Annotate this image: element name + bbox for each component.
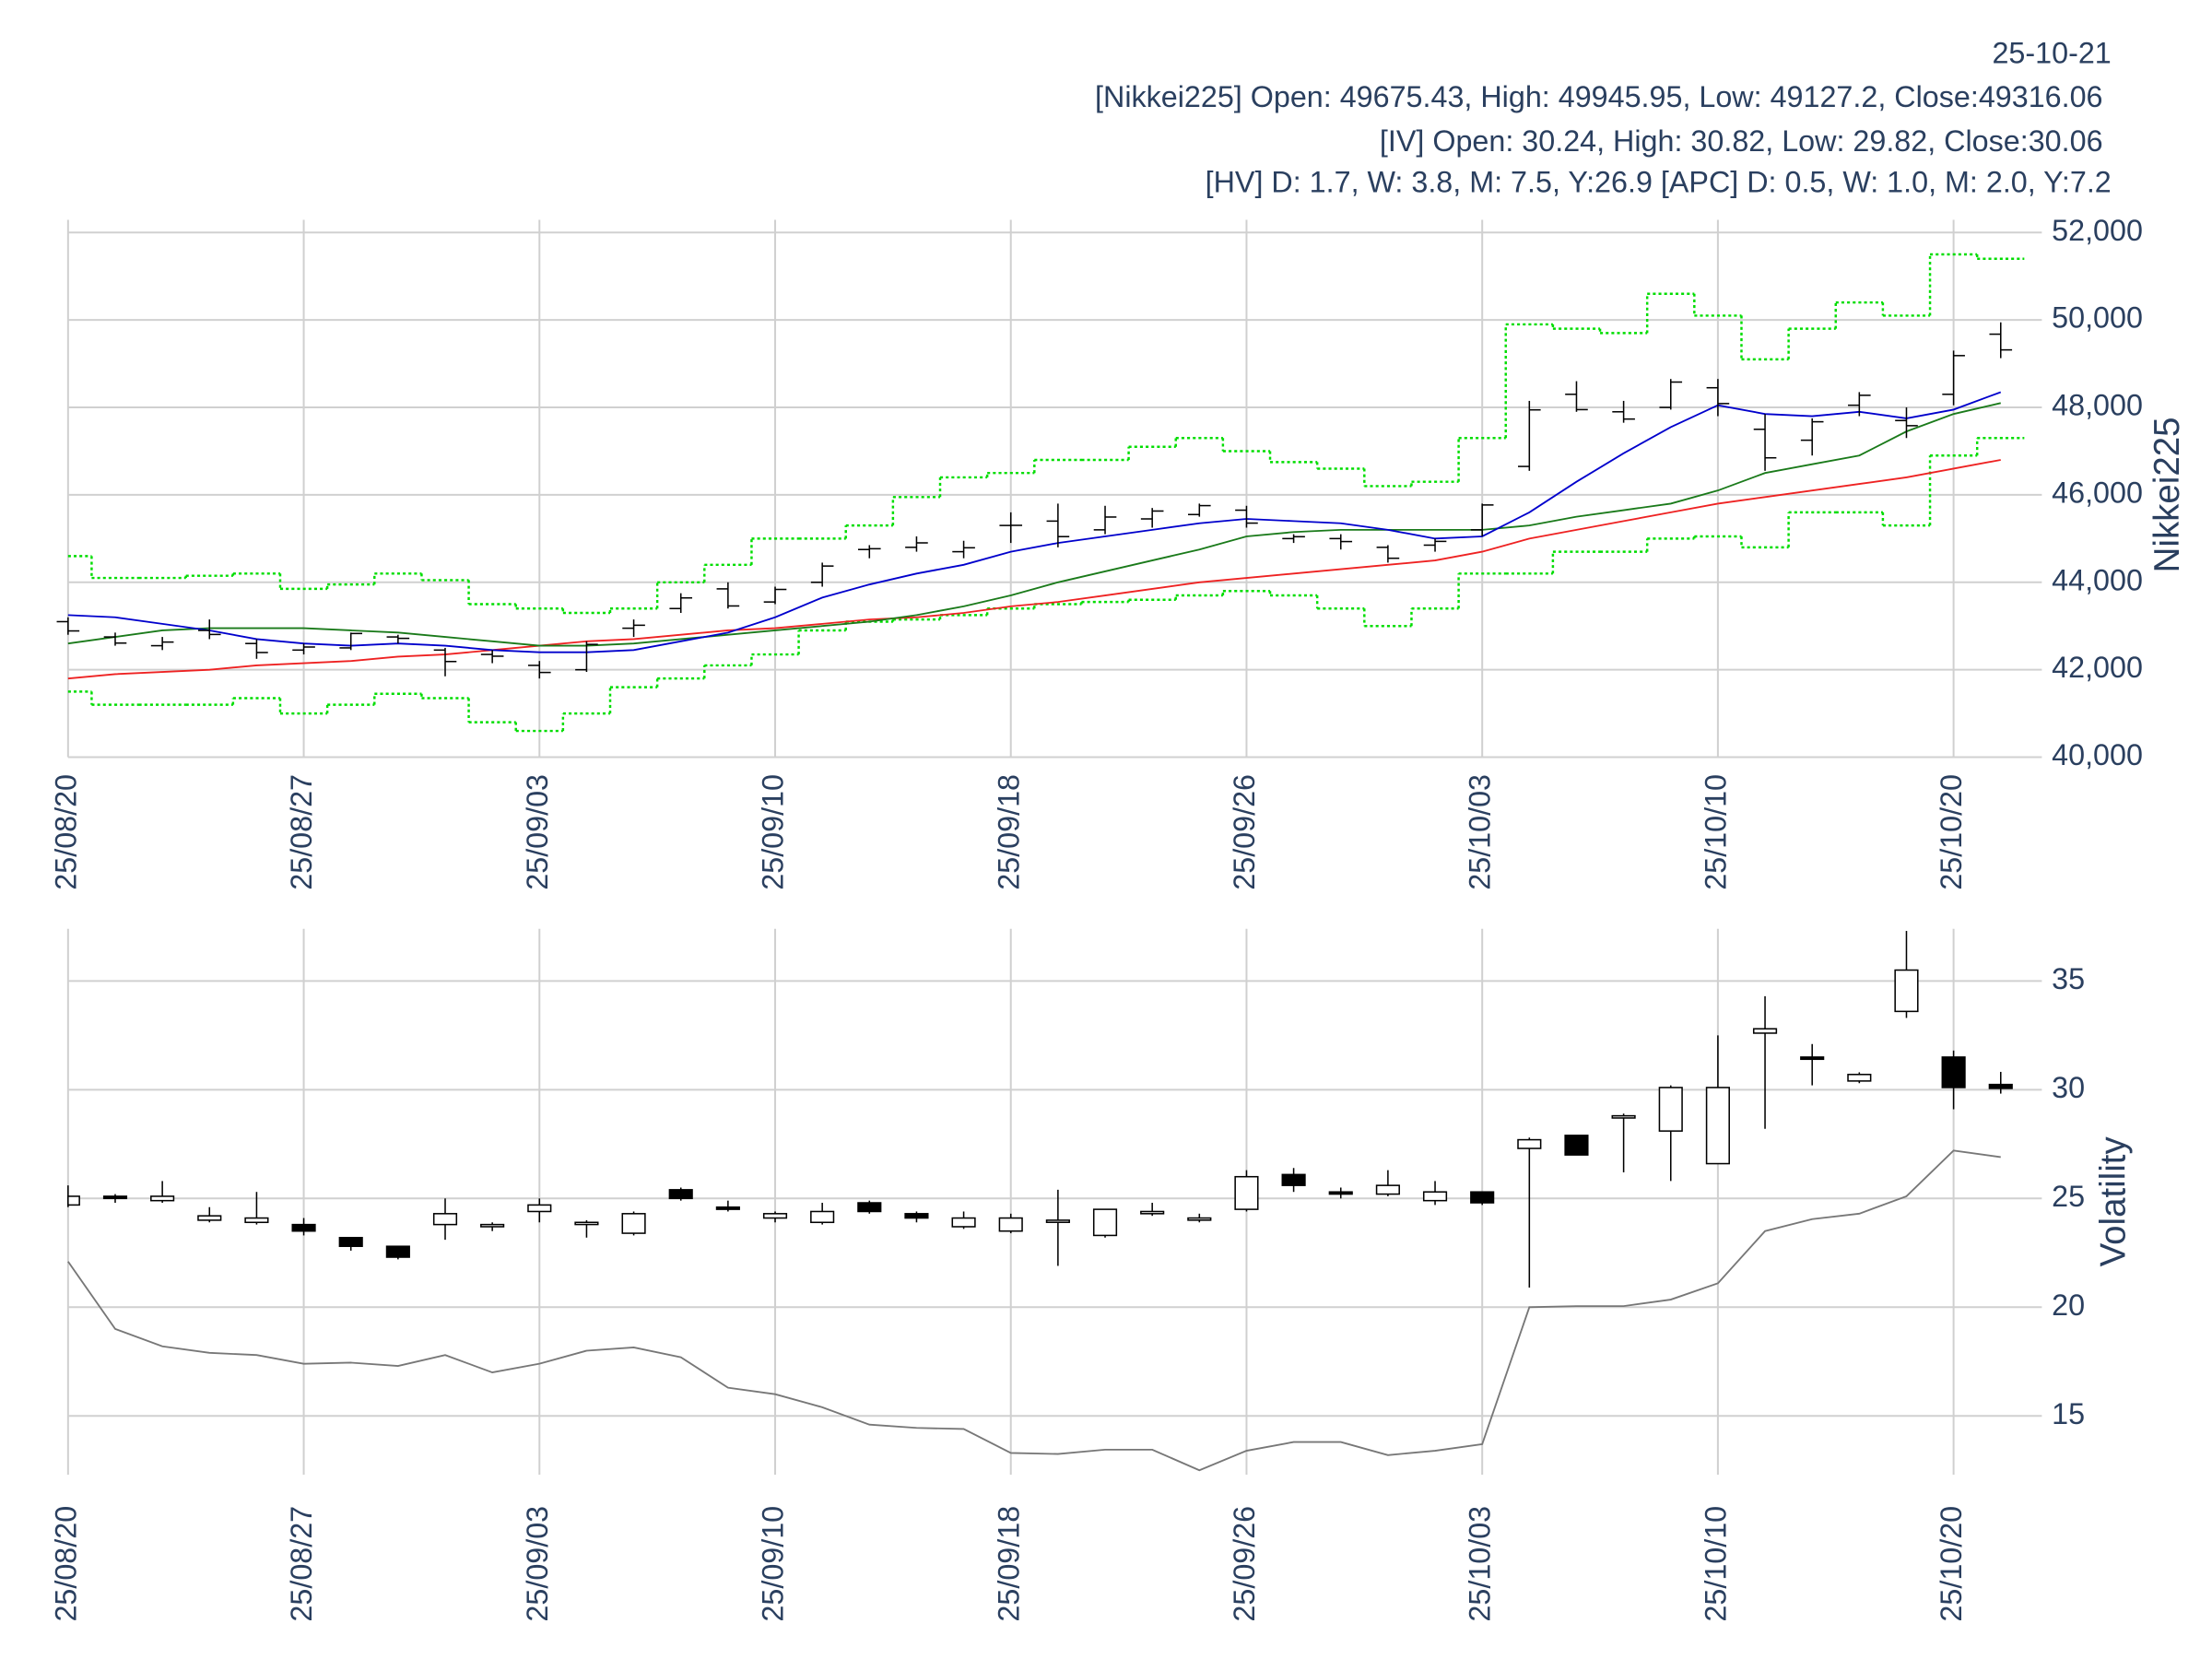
candle-body xyxy=(291,1223,316,1232)
line-series xyxy=(67,402,2001,647)
header-nikkei: [Nikkei225] Open: 49675.43, High: 49945.… xyxy=(1095,80,2103,113)
candle-body xyxy=(1564,1135,1589,1156)
x-tick-label: 25/09/03 xyxy=(521,1506,554,1622)
candle-body xyxy=(67,1195,80,1206)
candle-body xyxy=(998,1217,1023,1232)
candle-body xyxy=(810,1210,835,1224)
candle-body xyxy=(1092,1208,1118,1237)
candle-body xyxy=(1658,1087,1683,1132)
candle-body xyxy=(1422,1191,1448,1202)
candle-body xyxy=(1941,1056,1966,1088)
candle-body xyxy=(338,1237,363,1247)
y-tick-label: 30 xyxy=(2052,1071,2085,1104)
x-tick-label: 25/10/10 xyxy=(1699,774,1732,890)
y-axis-title: Nikkei225 xyxy=(2147,417,2187,572)
line-series xyxy=(67,1149,2001,1472)
y-tick-label: 50,000 xyxy=(2052,301,2143,335)
candle-body xyxy=(1517,1138,1542,1149)
x-tick-label: 25/08/20 xyxy=(49,1506,82,1622)
candle-body xyxy=(1752,1028,1778,1034)
candle-body xyxy=(1611,1114,1636,1119)
y-tick-label: 46,000 xyxy=(2052,476,2143,509)
candle-body xyxy=(527,1204,552,1213)
x-tick-label: 25/09/10 xyxy=(757,774,790,890)
candle-body xyxy=(621,1213,646,1234)
candle-body xyxy=(1988,1083,2013,1089)
candle-body xyxy=(1187,1217,1212,1221)
candle-body xyxy=(574,1221,599,1226)
y-tick-label: 44,000 xyxy=(2052,563,2143,596)
y-tick-label: 35 xyxy=(2052,962,2085,995)
y-tick-label: 15 xyxy=(2052,1397,2085,1430)
candle-body xyxy=(1045,1219,1070,1223)
x-tick-label: 25/09/03 xyxy=(521,774,554,890)
candle-body xyxy=(1894,969,1919,1013)
x-tick-label: 25/09/26 xyxy=(1228,1506,1261,1622)
candle-body xyxy=(244,1217,269,1224)
y-axis-title: Volatility xyxy=(2094,1136,2134,1267)
x-tick-label: 25/10/20 xyxy=(1935,1506,1968,1622)
candle-body xyxy=(715,1206,740,1210)
x-tick-label: 25/10/20 xyxy=(1935,774,1968,890)
candle-body xyxy=(385,1245,410,1258)
candle-body xyxy=(951,1217,976,1228)
candle-body xyxy=(904,1213,929,1219)
candle-body xyxy=(1140,1210,1165,1215)
header-date: 25-10-21 xyxy=(1992,37,2111,70)
x-tick-label: 25/08/20 xyxy=(49,774,82,890)
header-iv: [IV] Open: 30.24, High: 30.82, Low: 29.8… xyxy=(1380,124,2103,158)
x-tick-label: 25/10/10 xyxy=(1699,1506,1732,1622)
candle-body xyxy=(102,1195,128,1200)
candle-body xyxy=(762,1213,788,1219)
candle-body xyxy=(432,1213,458,1226)
candle-body xyxy=(857,1202,882,1213)
x-tick-label: 25/09/26 xyxy=(1228,774,1261,890)
candle-body xyxy=(1281,1173,1306,1186)
x-tick-label: 25/10/03 xyxy=(1464,1506,1497,1622)
candle-body xyxy=(1470,1191,1495,1204)
x-tick-label: 25/09/18 xyxy=(992,1506,1025,1622)
y-tick-label: 40,000 xyxy=(2052,738,2143,771)
x-tick-label: 25/08/27 xyxy=(285,1506,318,1622)
candle-body xyxy=(1375,1184,1400,1195)
y-tick-label: 20 xyxy=(2052,1288,2085,1322)
x-tick-label: 25/10/03 xyxy=(1464,774,1497,890)
y-tick-label: 52,000 xyxy=(2052,214,2143,247)
candle-body xyxy=(1800,1056,1825,1061)
y-tick-label: 48,000 xyxy=(2052,389,2143,422)
y-tick-label: 25 xyxy=(2052,1180,2085,1213)
candle-body xyxy=(1328,1191,1353,1195)
candle-body xyxy=(197,1215,222,1221)
line-series xyxy=(67,391,2002,653)
candle-body xyxy=(1234,1175,1259,1210)
candle-body xyxy=(150,1195,175,1202)
candle-body xyxy=(1847,1074,1872,1082)
line-series xyxy=(67,459,2001,680)
candle-body xyxy=(668,1189,693,1200)
y-tick-label: 42,000 xyxy=(2052,651,2143,684)
header-hv: [HV] D: 1.7, W: 3.8, M: 7.5, Y:26.9 [APC… xyxy=(1206,166,2112,199)
x-tick-label: 25/09/10 xyxy=(757,1506,790,1622)
x-tick-label: 25/08/27 xyxy=(285,774,318,890)
candle-body xyxy=(1705,1087,1730,1165)
candle-body xyxy=(480,1223,505,1228)
x-tick-label: 25/09/18 xyxy=(992,774,1025,890)
